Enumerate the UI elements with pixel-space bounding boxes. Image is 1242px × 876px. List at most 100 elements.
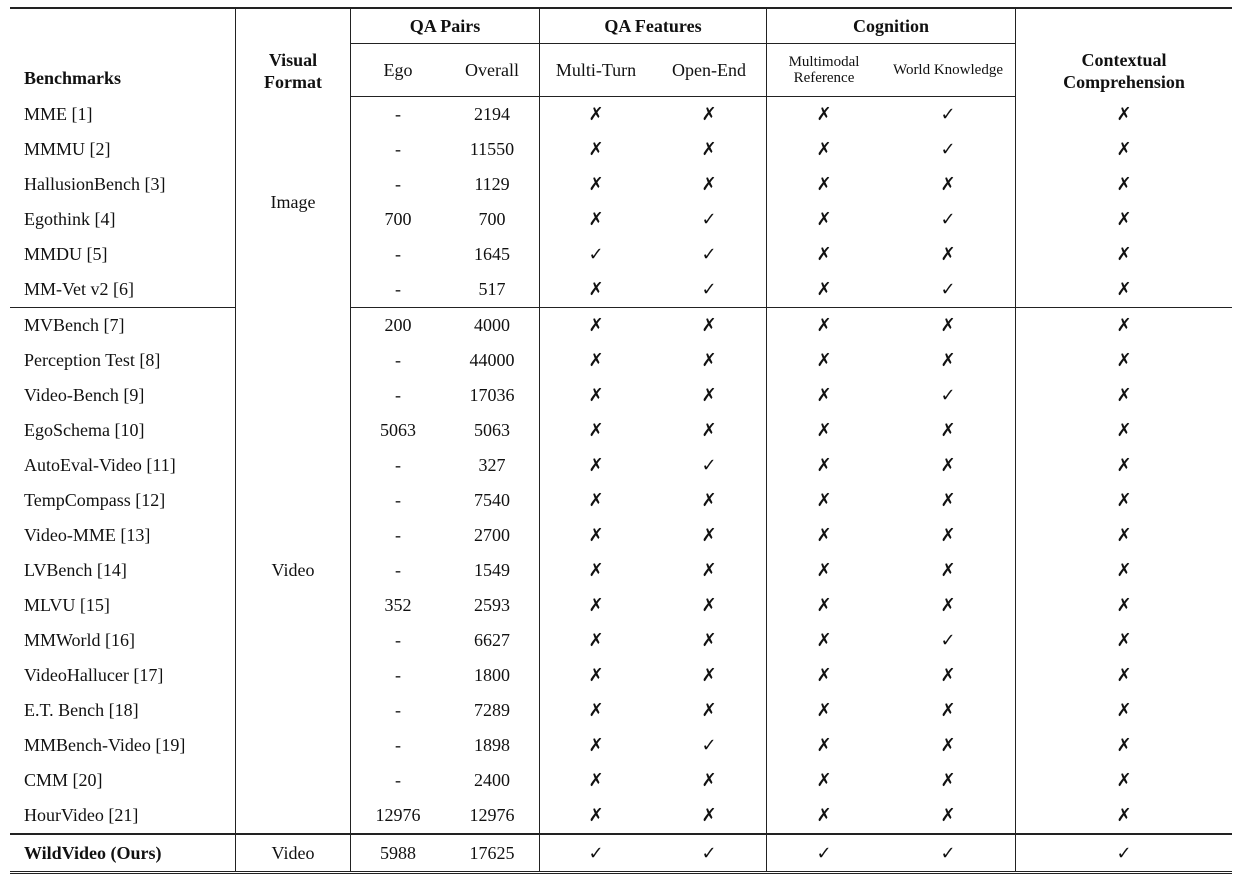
overall-count: 12976 [469, 805, 515, 825]
overall-count: 17625 [445, 833, 540, 874]
table-row: HallusionBench [3] - 1129 ✗ ✗ ✗ ✗ ✗ [10, 167, 1232, 202]
contextual-comprehension-cross-icon: ✗ [1015, 237, 1232, 272]
contextual-comprehension-cross-icon: ✗ [1015, 763, 1232, 798]
table-row: MVBench [7] Video 200 4000 ✗ ✗ ✗ ✗ ✗ [10, 307, 1232, 834]
multimodal-reference-cross-icon: ✗ [766, 448, 881, 483]
contextual-comprehension-cross-icon: ✗ [1015, 96, 1232, 132]
multi-turn-cross-icon: ✗ [539, 132, 652, 167]
multimodal-reference-cross-icon: ✗ [766, 518, 881, 553]
benchmark-name: TempCompass [12] [24, 490, 166, 510]
visual-format-cell: Image [235, 96, 351, 308]
contextual-comprehension-cross-icon: ✗ [1015, 167, 1232, 202]
table-row: MMBench-Video [19] - 1898 ✗ ✓ ✗ ✗ ✗ [10, 728, 1232, 763]
overall-count: 327 [478, 455, 506, 475]
world-knowledge-cross-icon: ✗ [940, 244, 956, 265]
contextual-comprehension-cross-icon: ✗ [1015, 798, 1232, 834]
overall-count: 1549 [474, 560, 510, 580]
benchmark-comparison-table: Benchmarks Visual Format QA Pairs QA Fea… [10, 7, 1232, 874]
ego-count: 700 [350, 202, 445, 237]
overall-count: 517 [445, 272, 540, 308]
multi-turn-cross-icon: ✗ [539, 167, 652, 202]
ego-count: - [350, 728, 445, 763]
benchmark-name: Perception Test [8] [24, 350, 161, 370]
overall-count: 1898 [474, 735, 510, 755]
benchmark-name: Video-MME [13] [24, 525, 151, 545]
overall-count: 4000 [474, 315, 510, 335]
table-row: HourVideo [21] 12976 12976 ✗ ✗ ✗ ✗ ✗ [10, 798, 1232, 834]
table-row: EgoSchema [10] 5063 5063 ✗ ✗ ✗ ✗ ✗ [10, 413, 1232, 448]
ego-count: - [350, 483, 445, 518]
multi-turn-cross-icon: ✗ [539, 798, 652, 834]
table-body: MME [1] Image -2194 ✗ ✗ ✗ ✓ ✗ MMMU [2] -11550 ✗ ✗ ✗ ✓… [10, 96, 1232, 874]
table-row: Egothink [4] 700 700 ✗ ✓ ✗ ✓ ✗ [10, 202, 1232, 237]
table-row: MMMU [2] - 11550 ✗ ✗ ✗ ✓ ✗ [10, 132, 1232, 167]
header-cognition: Cognition [766, 8, 1016, 44]
world-knowledge-cross-icon: ✗ [940, 490, 956, 511]
table-row: MME [1] Image -2194 ✗ ✗ ✗ ✓ ✗ [10, 96, 1232, 308]
multimodal-reference-cross-icon: ✗ [766, 623, 881, 658]
ego-count: - [350, 343, 445, 378]
benchmark-name: MM-Vet v2 [6] [10, 272, 236, 308]
ego-count: 352 [350, 588, 445, 623]
benchmark-name: MMBench-Video [19] [24, 735, 186, 755]
multi-turn-cross-icon: ✗ [539, 693, 652, 728]
benchmark-name: AutoEval-Video [11] [24, 455, 176, 475]
contextual-comprehension-cross-icon: ✗ [1015, 272, 1232, 308]
multi-turn-check-icon: ✓ [539, 833, 652, 874]
header-multimodal-reference: Multimodal Reference [766, 43, 881, 97]
open-end-cross-icon: ✗ [701, 174, 717, 195]
multi-turn-cross-icon: ✗ [539, 623, 652, 658]
ego-count: - [350, 237, 445, 272]
benchmark-name: MLVU [15] [24, 595, 110, 615]
contextual-comprehension-cross-icon: ✗ [1015, 132, 1232, 167]
table-row: MMDU [5] - 1645 ✓ ✓ ✗ ✗ ✗ [10, 237, 1232, 272]
world-knowledge-cross-icon: ✗ [940, 525, 956, 546]
header-overall: Overall [445, 43, 540, 97]
contextual-comprehension-cross-icon: ✗ [1015, 343, 1232, 378]
overall-count: 700 [478, 209, 506, 229]
open-end-cross-icon: ✗ [701, 139, 717, 160]
ego-count: - [350, 518, 445, 553]
open-end-check-icon: ✓ [701, 209, 717, 230]
visual-format-cell: Video [235, 833, 351, 874]
multimodal-reference-cross-icon: ✗ [766, 132, 881, 167]
multimodal-reference-cross-icon: ✗ [766, 798, 881, 834]
contextual-comprehension-cross-icon: ✗ [1015, 202, 1232, 237]
header-open-end: Open-End [652, 43, 767, 97]
contextual-comprehension-cross-icon: ✗ [1015, 448, 1232, 483]
header-multi-turn: Multi-Turn [539, 43, 652, 97]
contextual-comprehension-cross-icon: ✗ [1015, 553, 1232, 588]
open-end-check-icon: ✓ [701, 735, 717, 756]
multi-turn-check-icon: ✓ [539, 237, 652, 272]
ego-count: - [350, 448, 445, 483]
multimodal-reference-cross-icon: ✗ [766, 343, 881, 378]
multi-turn-cross-icon: ✗ [539, 202, 652, 237]
world-knowledge-check-icon: ✓ [940, 104, 956, 125]
contextual-comprehension-cross-icon: ✗ [1015, 693, 1232, 728]
open-end-check-icon: ✓ [701, 455, 717, 476]
ego-count: - [350, 693, 445, 728]
overall-count: 11550 [469, 139, 515, 159]
multi-turn-cross-icon: ✗ [539, 343, 652, 378]
table-row: MM-Vet v2 [6] -517 ✗ ✓ ✗ ✓ ✗ [10, 272, 1232, 308]
multimodal-reference-cross-icon: ✗ [766, 237, 881, 272]
overall-count: 44000 [469, 350, 515, 370]
multimodal-reference-cross-icon: ✗ [766, 658, 881, 693]
contextual-comprehension-cross-icon: ✗ [1015, 728, 1232, 763]
benchmark-name: MMWorld [16] [24, 630, 136, 650]
table-row: E.T. Bench [18] - 7289 ✗ ✗ ✗ ✗ ✗ [10, 693, 1232, 728]
ego-count: 200 [350, 307, 445, 343]
world-knowledge-cross-icon: ✗ [940, 455, 956, 476]
overall-count: 2400 [474, 770, 510, 790]
multi-turn-cross-icon: ✗ [539, 588, 652, 623]
open-end-check-icon: ✓ [652, 833, 767, 874]
world-knowledge-cross-icon: ✗ [940, 420, 956, 441]
multi-turn-cross-icon: ✗ [539, 483, 652, 518]
world-knowledge-cross-icon: ✗ [940, 174, 956, 195]
table-row: Video-Bench [9] - 17036 ✗ ✗ ✗ ✓ ✗ [10, 378, 1232, 413]
table-row: CMM [20] - 2400 ✗ ✗ ✗ ✗ ✗ [10, 763, 1232, 798]
multi-turn-cross-icon: ✗ [539, 763, 652, 798]
overall-count: 2593 [474, 595, 510, 615]
ego-count: 5988 [350, 833, 445, 874]
overall-count: 1645 [474, 244, 510, 264]
